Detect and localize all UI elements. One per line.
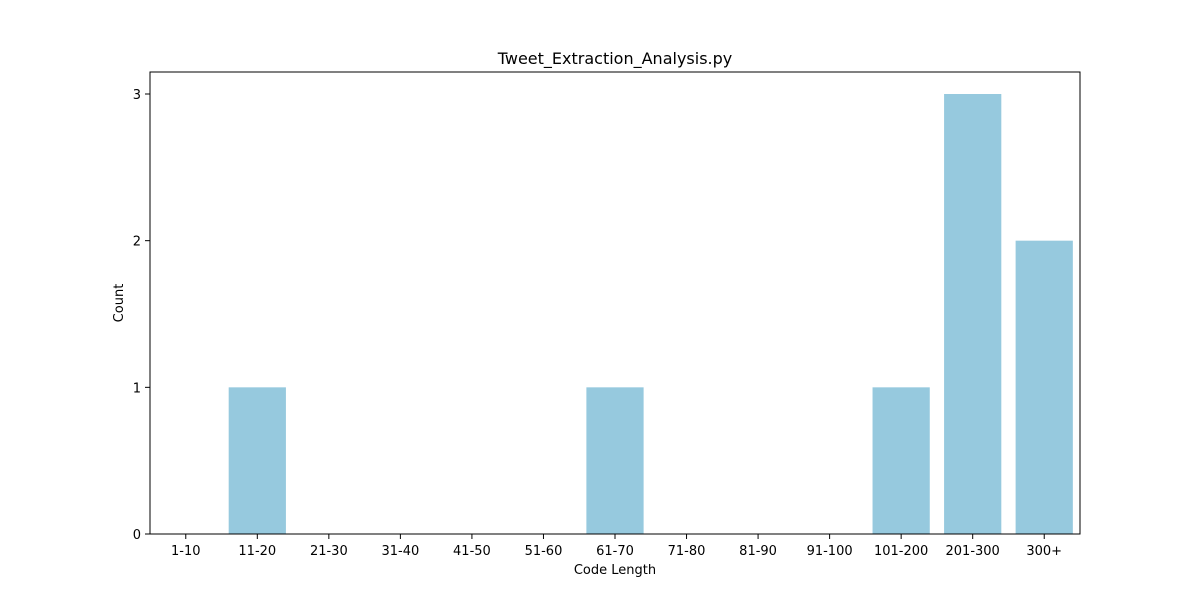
bar-201-300	[944, 94, 1002, 534]
x-tick-label: 201-300	[946, 544, 1000, 559]
bars-group	[228, 94, 1073, 534]
x-tick-label: 81-90	[739, 544, 777, 559]
x-tick-label: 101-200	[874, 544, 928, 559]
y-tick-label: 0	[133, 528, 141, 543]
x-tick-label: 91-100	[807, 544, 853, 559]
bar-101-200	[872, 387, 930, 534]
x-tick-label: 71-80	[668, 544, 706, 559]
x-axis-label: Code Length	[574, 563, 656, 578]
x-tick-label: 51-60	[525, 544, 563, 559]
x-tick-label: 300+	[1026, 544, 1062, 559]
chart-title: Tweet_Extraction_Analysis.py	[497, 49, 732, 69]
y-axis: 0 1 2 3	[133, 88, 150, 543]
y-tick-label: 3	[133, 88, 141, 103]
y-axis-label: Count	[112, 284, 127, 323]
x-tick-label: 1-10	[171, 544, 201, 559]
bar-300+	[1015, 240, 1073, 534]
bar-11-20	[228, 387, 286, 534]
y-tick-label: 2	[133, 235, 141, 250]
y-tick-label: 1	[133, 381, 141, 396]
x-axis: 1-10 11-20 21-30 31-40 41-50 51-60 61-70 71-80 8…	[171, 534, 1062, 559]
x-tick-label: 61-70	[596, 544, 634, 559]
bar-61-70	[586, 387, 644, 534]
x-tick-label: 11-20	[238, 544, 276, 559]
x-tick-label: 41-50	[453, 544, 491, 559]
x-tick-label: 21-30	[310, 544, 348, 559]
x-tick-label: 31-40	[381, 544, 419, 559]
